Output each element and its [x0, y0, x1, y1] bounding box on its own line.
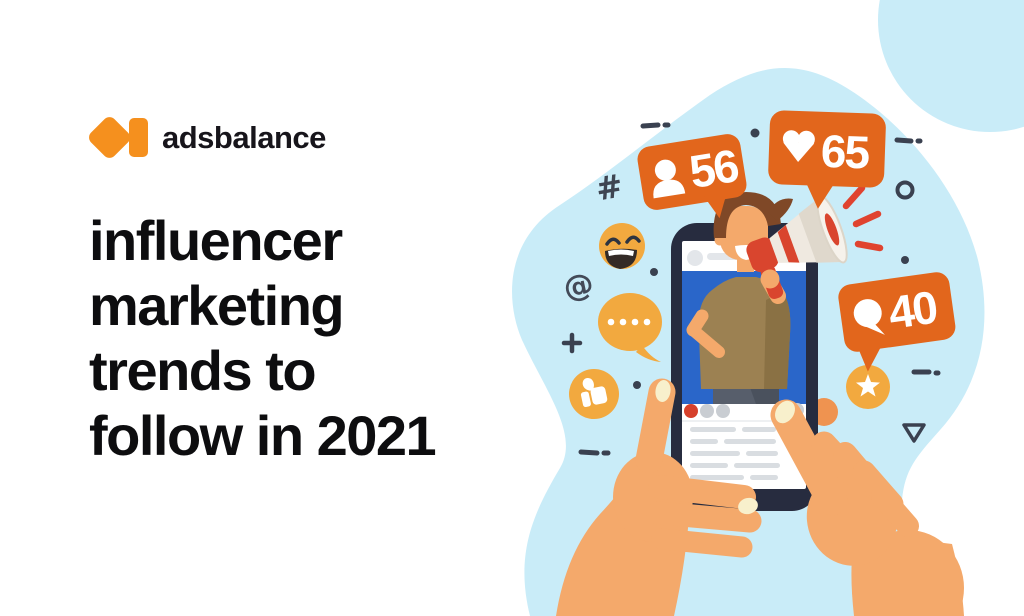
dot-icon — [650, 268, 658, 276]
comment-icon — [853, 299, 885, 335]
left-hand — [556, 378, 762, 616]
right-hand — [770, 399, 964, 616]
dot-icon — [633, 381, 641, 389]
sound-lines — [842, 184, 884, 252]
dot-icon — [750, 128, 760, 138]
record-dot-gray — [716, 404, 730, 418]
megaphone-icon — [746, 184, 884, 300]
at-sign-symbol: @ — [560, 266, 597, 306]
likes-count: 65 — [820, 125, 870, 179]
decorative-marks — [578, 122, 941, 456]
headline-line-1: influencer — [89, 209, 343, 272]
divider — [682, 420, 806, 422]
left-arm-akimbo — [686, 309, 725, 358]
index-finger-nail — [775, 400, 795, 424]
record-dot-gray — [700, 404, 714, 418]
typing-bubble-icon — [598, 293, 662, 362]
followers-badge: 56 — [637, 134, 747, 219]
record-dot-red — [684, 404, 698, 418]
user-icon — [653, 159, 686, 199]
hair — [713, 192, 781, 238]
avatar — [687, 250, 703, 266]
smiley-emoji-icon — [599, 223, 645, 269]
corner-circle — [878, 0, 1024, 132]
adsbalance-logo-icon — [86, 112, 151, 164]
headline: influencer marketing trends to follow in… — [89, 208, 437, 468]
plus-icon — [561, 332, 583, 354]
dash-icon — [640, 122, 661, 129]
hair-swoosh — [768, 198, 793, 221]
t-shirt-shade — [764, 292, 791, 389]
dash-icon — [578, 449, 600, 456]
dot-icon — [901, 256, 909, 264]
text-placeholder-lines — [690, 427, 780, 480]
dash-icon — [894, 137, 914, 144]
star-icon — [846, 365, 890, 409]
logo-bar-shape — [129, 118, 148, 157]
comments-badge: 40 — [838, 272, 956, 372]
headline-line-3: trends to — [89, 339, 317, 402]
gripping-fist — [760, 269, 780, 289]
post-footer — [682, 403, 806, 480]
thumb-nail — [655, 380, 671, 402]
followers-count: 56 — [686, 139, 741, 198]
headline-line-4: follow in 2021 — [89, 404, 437, 467]
hashtag-symbol: # — [593, 166, 626, 208]
comments-count: 40 — [885, 281, 939, 339]
triangle-icon — [902, 423, 926, 443]
heart-icon — [782, 130, 815, 162]
likes-badge: 65 — [768, 110, 886, 209]
headline-line-2: marketing — [89, 274, 345, 337]
ring-icon — [895, 180, 915, 200]
decorative-dots — [633, 128, 909, 389]
thumbs-up-icon — [569, 369, 619, 419]
brand-name: adsbalance — [162, 120, 326, 155]
finger-nail — [738, 497, 758, 515]
